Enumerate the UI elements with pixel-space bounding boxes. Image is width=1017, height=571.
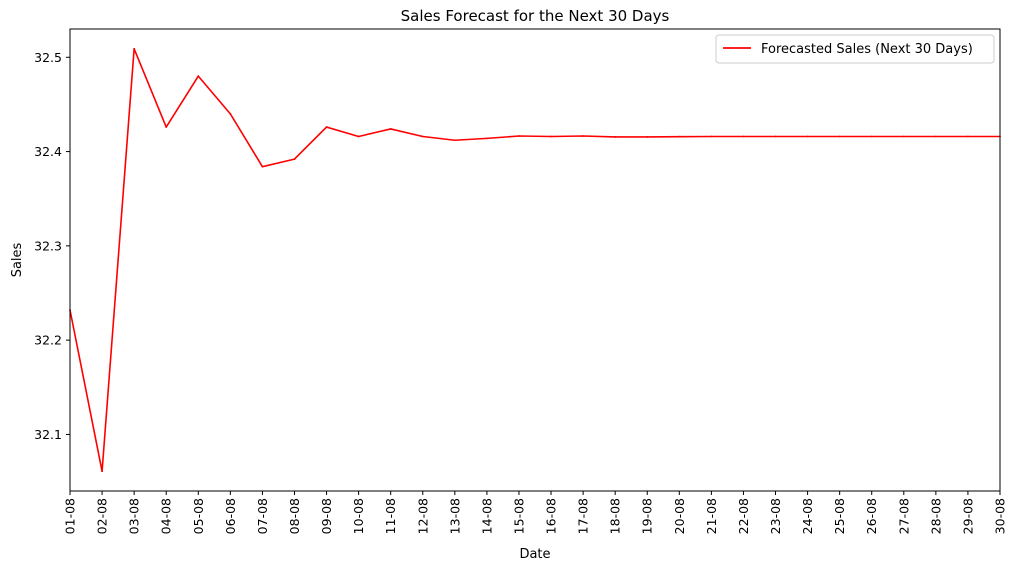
x-tick-label: 02-08 — [95, 498, 110, 534]
x-tick-label: 27-08 — [896, 498, 911, 534]
x-tick-label: 18-08 — [608, 498, 623, 534]
data-point — [133, 47, 136, 50]
plot-area — [70, 29, 1000, 491]
chart-title: Sales Forecast for the Next 30 Days — [401, 7, 670, 25]
y-axis-label: Sales — [10, 242, 25, 277]
data-point — [870, 135, 873, 138]
x-tick-label: 30-08 — [993, 498, 1008, 534]
x-tick-label: 24-08 — [800, 498, 815, 534]
x-axis-ticks: 01-08 02-08 03-08 04-08 05-08 06-08 07-08 08-08… — [63, 491, 1008, 534]
x-tick-label: 21-08 — [704, 498, 719, 534]
legend-label: Forecasted Sales (Next 30 Days) — [761, 42, 973, 57]
x-tick-label: 12-08 — [415, 498, 430, 534]
x-tick-label: 03-08 — [127, 498, 142, 534]
x-axis-label: Date — [519, 547, 550, 562]
data-point — [485, 137, 488, 140]
data-point — [325, 126, 328, 128]
x-tick-label: 06-08 — [223, 498, 238, 534]
legend: Forecasted Sales (Next 30 Days) — [715, 34, 995, 64]
y-axis-ticks: 32.1 32.2 32.3 32.4 32.5 — [34, 50, 70, 442]
x-tick-label: 09-08 — [319, 498, 334, 534]
data-point — [742, 135, 745, 138]
data-point — [934, 135, 937, 138]
x-tick-label: 05-08 — [191, 498, 206, 534]
x-tick-label: 14-08 — [479, 498, 494, 534]
x-tick-label: 28-08 — [928, 498, 943, 534]
data-point — [518, 135, 520, 137]
x-tick-label: 08-08 — [287, 498, 302, 534]
x-tick-label: 17-08 — [576, 498, 591, 534]
data-point — [806, 135, 809, 138]
legend-box — [715, 34, 995, 64]
x-tick-label: 10-08 — [351, 498, 366, 534]
data-point — [678, 135, 681, 138]
data-point — [453, 139, 456, 142]
x-tick-label: 15-08 — [511, 498, 526, 534]
x-tick-label: 26-08 — [864, 498, 879, 534]
x-tick-label: 20-08 — [672, 498, 687, 534]
data-point — [421, 135, 424, 138]
y-tick-label: 32.2 — [34, 333, 62, 348]
data-point — [197, 75, 200, 78]
data-point — [582, 135, 585, 137]
y-tick-label: 32.3 — [34, 238, 62, 253]
data-point — [774, 135, 777, 138]
series-layer — [69, 47, 1001, 473]
x-tick-label: 07-08 — [255, 498, 270, 534]
data-point — [357, 135, 360, 138]
series-line — [69, 47, 1000, 473]
data-point — [261, 165, 264, 168]
x-tick-label: 19-08 — [640, 498, 655, 534]
y-tick-label: 32.4 — [34, 144, 62, 159]
data-point — [229, 112, 232, 115]
data-point — [550, 135, 552, 138]
plot-frame — [69, 28, 1001, 492]
x-tick-label: 16-08 — [544, 498, 559, 534]
data-point — [101, 470, 103, 473]
data-point — [902, 135, 905, 138]
data-point — [293, 158, 296, 161]
data-point — [389, 128, 392, 130]
y-tick-label: 32.5 — [34, 50, 62, 65]
data-point — [614, 136, 617, 138]
x-tick-label: 11-08 — [383, 498, 398, 534]
data-point — [646, 136, 649, 138]
data-point — [838, 135, 841, 138]
data-point — [710, 135, 713, 138]
x-tick-label: 22-08 — [736, 498, 751, 534]
x-tick-label: 25-08 — [832, 498, 847, 534]
y-tick-label: 32.1 — [34, 427, 62, 442]
x-tick-label: 13-08 — [447, 498, 462, 534]
x-tick-label: 01-08 — [63, 498, 78, 534]
x-tick-label: 04-08 — [159, 498, 174, 534]
data-point — [967, 135, 969, 138]
x-tick-label: 23-08 — [768, 498, 783, 534]
x-tick-label: 29-08 — [960, 498, 975, 534]
data-point — [165, 126, 168, 128]
